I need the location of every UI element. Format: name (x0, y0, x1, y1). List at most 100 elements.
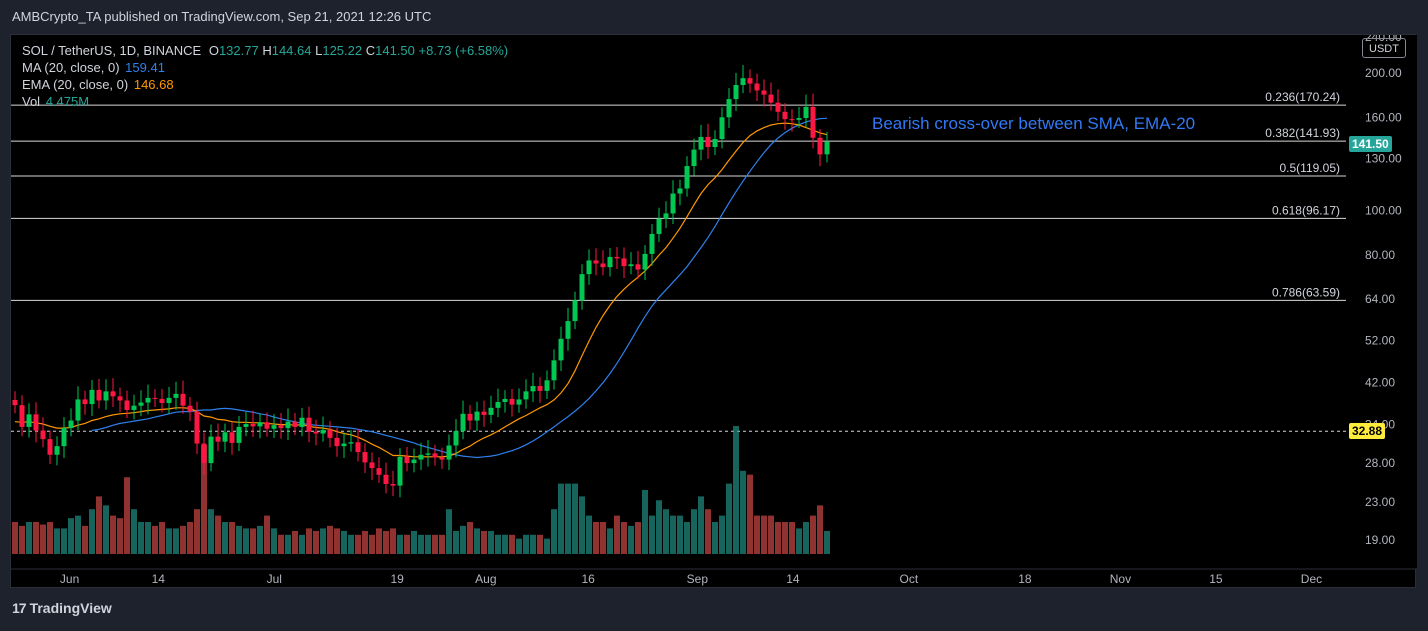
y-tick-label: 52.00 (1365, 333, 1395, 347)
candle-body (180, 393, 186, 406)
volume-bar (159, 522, 165, 554)
candle-body (565, 321, 571, 339)
open-label: O (208, 43, 219, 58)
volume-bar (474, 528, 480, 554)
close-value: 141.50 (375, 43, 415, 58)
volume-bar (404, 534, 410, 554)
candle-body (691, 149, 697, 167)
candle-body (75, 399, 81, 421)
volume-bar (712, 522, 718, 554)
volume-bar (614, 515, 620, 554)
y-tick-label: 19.00 (1365, 533, 1395, 547)
volume-bar (642, 490, 648, 554)
symbol-label[interactable]: SOL / TetherUS, 1D, BINANCE (22, 43, 202, 58)
volume-bar (124, 477, 130, 554)
volume-bar (649, 515, 655, 554)
volume-bar (369, 534, 375, 554)
candle-body (229, 432, 235, 443)
candle-body (642, 253, 648, 270)
volume-bar (551, 509, 557, 554)
x-tick-label: Oct (900, 572, 919, 586)
volume-bar (194, 509, 200, 554)
ema-label[interactable]: EMA (20, close, 0) (22, 77, 129, 92)
candle-body (579, 274, 585, 301)
ma-20-line (91, 117, 828, 459)
volume-bar (558, 483, 564, 554)
candle-body (481, 411, 487, 415)
volume-bar (250, 528, 256, 554)
y-tick-label: 64.00 (1365, 292, 1395, 306)
vol-label[interactable]: Vol (22, 94, 41, 109)
volume-bar (796, 528, 802, 554)
ma-value: 159.41 (125, 60, 165, 75)
candle-body (19, 405, 25, 427)
candle-body (425, 453, 431, 455)
volume-bar (656, 500, 662, 554)
volume-bar (201, 445, 207, 554)
candle-body (54, 446, 60, 455)
x-tick-label: 14 (152, 572, 166, 586)
candle-body (369, 462, 375, 469)
candle-body (327, 429, 333, 438)
chart-panel[interactable]: 240.00 200.00 160.00 130.00 100.00 80.00 64.00… (10, 34, 1417, 589)
volume-bar (96, 496, 102, 554)
price-chart[interactable]: 240.00 200.00 160.00 130.00 100.00 80.00 64.00… (11, 35, 1417, 589)
candle-body (145, 397, 151, 403)
candle-body (278, 425, 284, 429)
volume-bar (33, 522, 39, 554)
candle-body (747, 78, 753, 84)
volume-bar (89, 509, 95, 554)
volume-bar (537, 534, 543, 554)
low-value: 125.22 (322, 43, 363, 58)
candle-body (530, 386, 536, 392)
volume-bar (110, 515, 116, 554)
candle-body (47, 439, 53, 455)
volume-bar (75, 515, 81, 554)
x-tick-label: Jun (60, 572, 79, 586)
candle-body (376, 468, 382, 475)
candle-body (320, 429, 326, 434)
volume-bar (82, 525, 88, 554)
tradingview-footer[interactable]: 17 TradingView (12, 600, 112, 616)
ma-label[interactable]: MA (20, close, 0) (22, 60, 120, 75)
volume-bar (145, 522, 151, 554)
candle-body (96, 389, 102, 401)
ema-20-line (14, 122, 828, 458)
volume-bar (271, 528, 277, 554)
volume-bar (810, 515, 816, 554)
candle-body (740, 78, 746, 86)
volume-bar (621, 522, 627, 554)
candle-body (397, 456, 403, 486)
y-tick-label: 160.00 (1365, 110, 1402, 124)
volume-bar (26, 522, 32, 554)
candle-body (264, 422, 270, 429)
candle-body (558, 338, 564, 361)
fib-level-label: 0.382(141.93) (1265, 126, 1340, 140)
volume-bar (180, 525, 186, 554)
currency-selector[interactable]: USDT (1362, 38, 1406, 58)
candle-body (292, 421, 298, 427)
volume-bar (152, 525, 158, 554)
candle-body (649, 233, 655, 254)
volume-bar (733, 426, 739, 554)
candle-body (719, 117, 725, 140)
candle-body (593, 260, 599, 264)
y-tick-label: 23.00 (1365, 495, 1395, 509)
volume-bar (418, 534, 424, 554)
candle-body (236, 426, 242, 443)
candle-body (89, 389, 95, 405)
x-tick-label: 16 (581, 572, 595, 586)
candle-body (390, 483, 396, 486)
candle-body (138, 402, 144, 406)
volume-bar (593, 522, 599, 554)
candle-body (684, 166, 690, 189)
volume-bar (684, 522, 690, 554)
volume-bar (383, 530, 389, 554)
candle-body (509, 398, 515, 405)
volume-bar (432, 534, 438, 554)
candle-body (383, 474, 389, 484)
candle-body (705, 136, 711, 148)
volume-bar (306, 528, 312, 554)
candle-body (789, 119, 795, 121)
candle-body (215, 436, 221, 442)
